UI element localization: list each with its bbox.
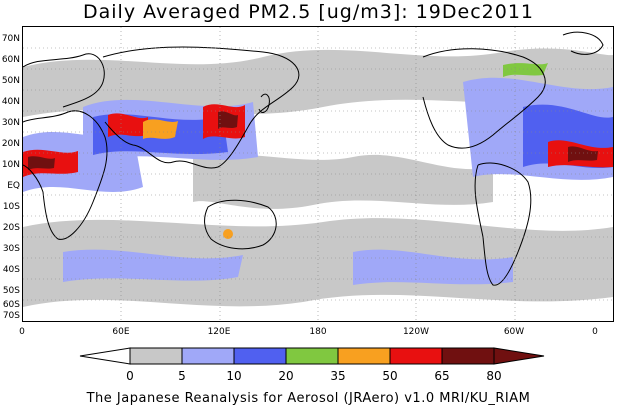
outline-asia [102, 46, 300, 169]
lat-label: 30S [2, 244, 20, 254]
haze-south [23, 218, 613, 307]
colorbar-label: 0 [126, 369, 134, 383]
shading-layer [23, 48, 613, 307]
map-svg [23, 27, 613, 321]
outline-north-america [422, 48, 546, 149]
lat-label: 70N [1, 34, 20, 44]
colorbar-label: 5 [178, 369, 186, 383]
colorbar-label: 35 [330, 369, 346, 383]
lat-label: 20N [1, 139, 20, 149]
lat-label: EQ [7, 181, 20, 191]
map-title: Daily Averaged PM2.5 [ug/m3]: 19Dec2011 [82, 1, 534, 23]
colorbar-label: 10 [226, 369, 242, 383]
lat-label: 50N [1, 76, 20, 86]
hotspot-australia [223, 229, 233, 239]
outline-africa [23, 110, 108, 240]
hotspot-mideast [143, 119, 178, 139]
lon-label: 60W [503, 327, 525, 337]
colorbar-label: 50 [382, 369, 398, 383]
colorbar-arrow-right [493, 347, 545, 365]
lon-label: 120E [207, 327, 231, 337]
lon-label: 0 [19, 327, 25, 337]
lat-label: 20S [2, 223, 20, 233]
footer-credit: The Japanese Reanalysis for Aerosol (JRA… [86, 391, 531, 406]
lat-label: 10S [2, 202, 20, 212]
lat-label: 70S [2, 311, 20, 321]
outline-europe [23, 53, 105, 108]
colorbar-segment [441, 347, 495, 365]
colorbar [79, 347, 545, 365]
lat-label: 60S [2, 300, 20, 310]
outline-japan [258, 93, 270, 113]
colorbar-segment [337, 347, 391, 365]
lat-label: 30N [1, 118, 20, 128]
lon-label: 0 [592, 327, 598, 337]
pm25-map [22, 26, 614, 322]
colorbar-arrow-left [79, 347, 131, 365]
outline-australia [204, 199, 277, 250]
lon-label: 60E [112, 327, 130, 337]
colorbar-label: 65 [434, 369, 450, 383]
colorbar-segment [285, 347, 339, 365]
hotspot-dark-africa [28, 156, 55, 170]
light-blue-south [63, 249, 243, 282]
outline-greenland [562, 31, 604, 55]
lat-label: 60N [1, 55, 20, 65]
green-region [503, 63, 548, 77]
lat-label: 10N [1, 160, 20, 170]
lon-label: 120W [402, 327, 430, 337]
hotspot-dark-pacific [568, 146, 598, 162]
colorbar-segment [181, 347, 235, 365]
lon-label: 180 [309, 327, 327, 337]
colorbar-label: 20 [278, 369, 294, 383]
lat-label: 40N [1, 97, 20, 107]
continent-outlines [23, 31, 604, 286]
gridlines [23, 27, 613, 321]
lat-label: 40S [2, 265, 20, 275]
light-blue-south2 [353, 249, 513, 285]
hotspot-india [108, 113, 148, 137]
colorbar-segment [129, 347, 183, 365]
colorbar-segment [233, 347, 287, 365]
hotspot-dark-china [218, 111, 238, 129]
colorbar-segment [389, 347, 443, 365]
outline-south-america [474, 162, 532, 286]
colorbar-label: 80 [486, 369, 502, 383]
lat-label: 50S [2, 286, 20, 296]
